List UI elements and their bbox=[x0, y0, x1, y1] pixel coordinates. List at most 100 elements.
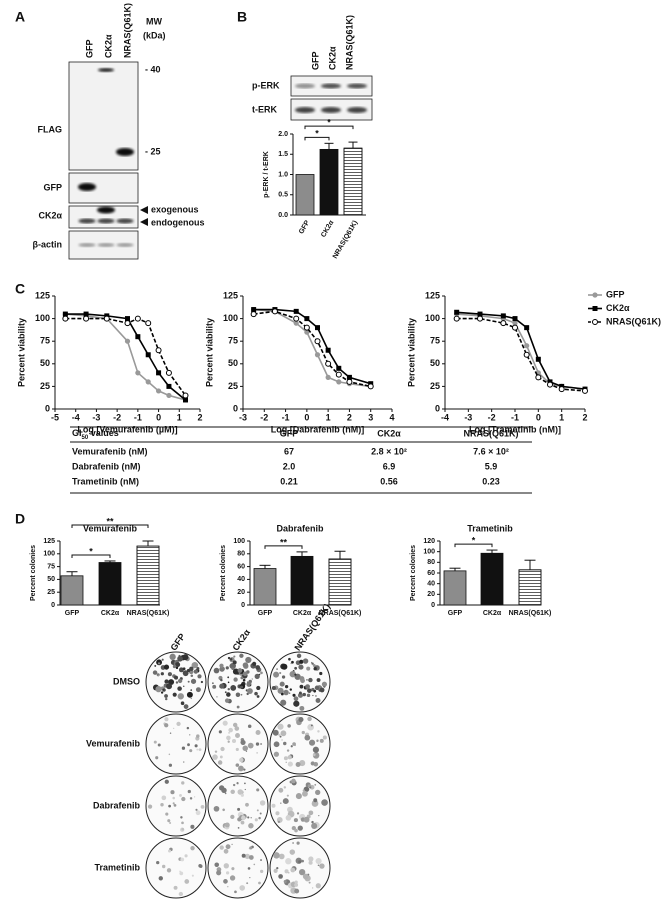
colony bbox=[162, 689, 164, 691]
x-tick-label: 2 bbox=[582, 412, 587, 422]
colony bbox=[152, 670, 158, 675]
colony bbox=[222, 808, 225, 812]
colony bbox=[227, 656, 231, 660]
y-axis-label: Percent colonies bbox=[220, 545, 227, 601]
y-tick-label: 20 bbox=[237, 589, 245, 596]
colony bbox=[308, 860, 313, 865]
point bbox=[125, 316, 130, 322]
colony bbox=[165, 812, 169, 816]
table-cell: Trametinib (nM) bbox=[72, 476, 139, 486]
x-tick-label: CK2α bbox=[483, 610, 502, 617]
colony bbox=[227, 681, 230, 684]
colony bbox=[272, 729, 279, 736]
colony bbox=[212, 754, 218, 760]
colony bbox=[195, 810, 201, 816]
colony bbox=[189, 666, 194, 672]
colony bbox=[193, 796, 196, 798]
colony bbox=[235, 763, 240, 767]
point bbox=[62, 315, 69, 322]
colony bbox=[190, 697, 192, 700]
colony bbox=[160, 802, 164, 807]
colony bbox=[255, 742, 260, 746]
colony bbox=[311, 887, 314, 889]
colony bbox=[322, 735, 327, 740]
y-tick-label: 75 bbox=[47, 563, 55, 570]
colony bbox=[189, 749, 193, 753]
colony bbox=[172, 802, 175, 805]
colony bbox=[281, 663, 288, 670]
colony bbox=[284, 685, 289, 689]
colony bbox=[307, 723, 314, 731]
colony bbox=[164, 694, 168, 698]
x-tick-label: 2 bbox=[197, 412, 202, 422]
colony bbox=[189, 734, 191, 736]
table-cell: 2.0 bbox=[283, 461, 296, 471]
x-tick-label: CK2α bbox=[101, 610, 120, 617]
colony bbox=[179, 871, 184, 876]
colony bbox=[284, 869, 289, 874]
colony bbox=[222, 720, 228, 726]
x-tick-label: -3 bbox=[92, 412, 100, 422]
colony bbox=[310, 661, 313, 664]
colony bbox=[224, 691, 227, 694]
header-text: values bbox=[88, 428, 119, 438]
colony bbox=[229, 662, 236, 670]
colony bbox=[281, 675, 286, 679]
colony bbox=[317, 864, 320, 867]
colony bbox=[294, 888, 300, 894]
colony bbox=[247, 816, 250, 819]
colony bbox=[290, 662, 292, 665]
x-axis-label: Log [Dabrafenib (nM)] bbox=[271, 424, 365, 434]
colony bbox=[298, 691, 302, 695]
lane-label: NRAS(Q61K) bbox=[122, 3, 132, 58]
y-axis-label: p-ERK / t-ERK bbox=[263, 151, 270, 198]
colony bbox=[227, 740, 230, 743]
colony bbox=[182, 667, 186, 671]
colony bbox=[232, 722, 238, 728]
point bbox=[124, 320, 131, 327]
colony bbox=[183, 761, 185, 763]
colony bbox=[294, 673, 297, 676]
arrow-label: exogenous bbox=[151, 204, 199, 214]
colony bbox=[277, 723, 284, 730]
x-tick-label: -5 bbox=[51, 412, 59, 422]
table-cell: 67 bbox=[284, 446, 294, 456]
colony bbox=[180, 701, 185, 705]
colony bbox=[276, 866, 279, 870]
colony bbox=[216, 696, 218, 698]
colony bbox=[308, 856, 314, 862]
colony bbox=[281, 739, 283, 741]
colony bbox=[157, 743, 161, 747]
x-tick-label: NRAS(Q61K) bbox=[127, 610, 170, 617]
table-cell: 5.9 bbox=[485, 461, 498, 471]
point bbox=[547, 381, 553, 388]
table-cell: 0.23 bbox=[482, 476, 500, 486]
colony bbox=[244, 788, 246, 791]
bar-hatch bbox=[136, 545, 160, 606]
colony bbox=[292, 842, 294, 844]
point bbox=[535, 356, 541, 362]
panel-label: C bbox=[15, 281, 25, 297]
plate bbox=[145, 837, 207, 899]
y-tick-label: 100 bbox=[35, 313, 50, 323]
x-tick-label: 1 bbox=[326, 412, 331, 422]
colony bbox=[278, 874, 283, 879]
colony bbox=[254, 691, 258, 696]
significance-bracket bbox=[71, 554, 111, 558]
colony bbox=[299, 760, 306, 767]
colony bbox=[180, 816, 183, 819]
colony bbox=[187, 789, 191, 794]
colony bbox=[308, 810, 314, 816]
plate-row-label: DMSO bbox=[113, 676, 140, 686]
point bbox=[454, 309, 460, 315]
colony bbox=[297, 825, 303, 831]
point bbox=[535, 374, 542, 381]
colony bbox=[256, 788, 260, 792]
colony bbox=[306, 679, 308, 681]
colony bbox=[256, 695, 260, 698]
colony bbox=[239, 653, 244, 658]
colony bbox=[283, 741, 287, 746]
colony bbox=[214, 750, 218, 753]
colony bbox=[235, 747, 239, 752]
